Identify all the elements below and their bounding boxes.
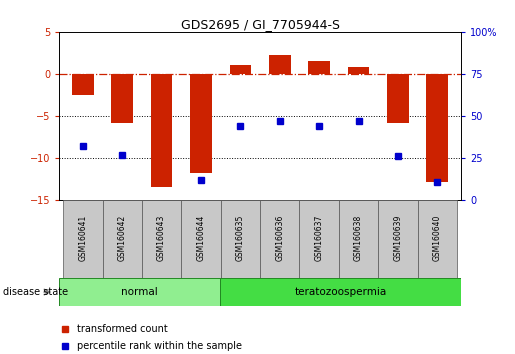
Bar bbox=[59, 278, 220, 306]
Text: transformed count: transformed count bbox=[77, 324, 168, 333]
Text: normal: normal bbox=[121, 287, 158, 297]
Bar bbox=[190, 74, 212, 173]
Bar bbox=[387, 74, 409, 123]
Bar bbox=[151, 74, 173, 187]
Text: GSM160636: GSM160636 bbox=[275, 214, 284, 261]
Bar bbox=[378, 200, 418, 278]
Bar bbox=[111, 74, 133, 123]
Bar bbox=[102, 200, 142, 278]
Text: disease state: disease state bbox=[3, 287, 67, 297]
Text: GSM160644: GSM160644 bbox=[197, 214, 205, 261]
Text: GSM160642: GSM160642 bbox=[118, 214, 127, 261]
Bar bbox=[220, 278, 461, 306]
Bar bbox=[308, 61, 330, 74]
Bar bbox=[418, 200, 457, 278]
Bar bbox=[142, 200, 181, 278]
Bar bbox=[299, 200, 339, 278]
Text: percentile rank within the sample: percentile rank within the sample bbox=[77, 341, 242, 351]
Bar bbox=[181, 200, 221, 278]
Text: GSM160638: GSM160638 bbox=[354, 214, 363, 261]
Bar bbox=[230, 65, 251, 74]
Title: GDS2695 / GI_7705944-S: GDS2695 / GI_7705944-S bbox=[181, 18, 339, 31]
Bar bbox=[63, 200, 102, 278]
Text: teratozoospermia: teratozoospermia bbox=[294, 287, 387, 297]
Bar bbox=[348, 67, 369, 74]
Text: GSM160640: GSM160640 bbox=[433, 214, 442, 261]
Text: GSM160643: GSM160643 bbox=[157, 214, 166, 261]
Text: GSM160639: GSM160639 bbox=[393, 214, 402, 261]
Bar bbox=[72, 74, 94, 95]
Text: GSM160641: GSM160641 bbox=[78, 214, 88, 261]
Bar bbox=[260, 200, 299, 278]
Text: GSM160637: GSM160637 bbox=[315, 214, 323, 261]
Bar bbox=[426, 74, 448, 182]
Text: GSM160635: GSM160635 bbox=[236, 214, 245, 261]
Bar bbox=[269, 56, 290, 74]
Bar bbox=[339, 200, 378, 278]
Bar bbox=[221, 200, 260, 278]
